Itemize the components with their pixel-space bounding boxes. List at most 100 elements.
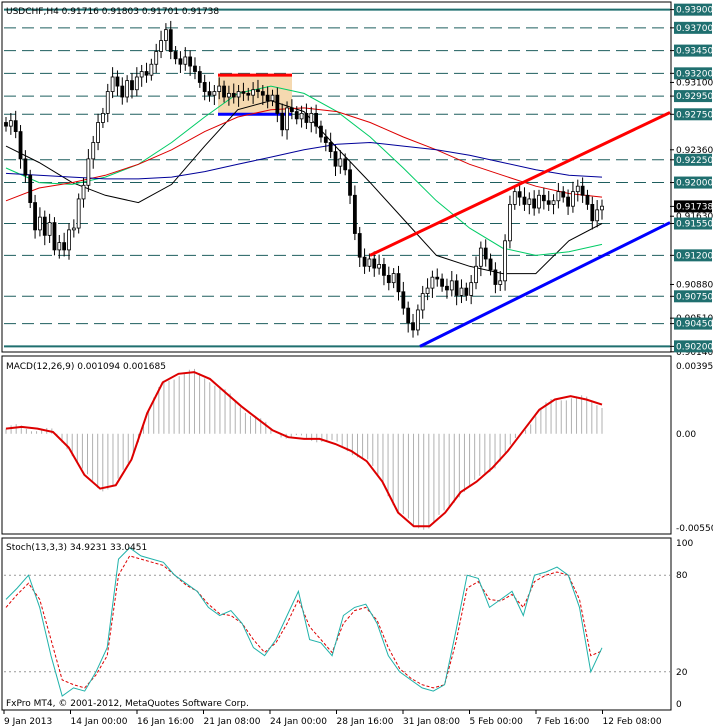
candle-body-5 xyxy=(28,174,33,203)
candle-122 xyxy=(595,200,600,228)
candle-16 xyxy=(81,177,86,208)
macd-axis-label-2: -0.00550 xyxy=(676,524,713,534)
copyright: FxPro MT4, © 2001-2012, MetaQuotes Softw… xyxy=(6,699,249,709)
candle-53 xyxy=(260,84,265,106)
price-label-box-19 xyxy=(674,340,712,353)
price-label-text-10: 0.91738 xyxy=(676,202,713,212)
time-label-3: 21 Jan 08:00 xyxy=(204,717,261,727)
price-label-text-19: 0.90200 xyxy=(676,342,713,352)
candle-body-20 xyxy=(101,112,105,123)
candle-body-2 xyxy=(13,120,18,132)
stoch-main-line xyxy=(5,547,603,697)
candle-106 xyxy=(517,184,522,206)
candle-body-114 xyxy=(556,191,561,202)
candle-4 xyxy=(23,150,28,183)
moving-average-1 xyxy=(5,85,603,256)
time-label-5: 28 Jan 16:00 xyxy=(337,717,394,727)
macd-title: MACD(12,26,9) 0.001094 0.001685 xyxy=(6,362,166,372)
candle-body-82 xyxy=(401,291,406,309)
candle-body-51 xyxy=(251,89,256,96)
price-label-box-10 xyxy=(674,200,712,213)
moving-average-0 xyxy=(5,100,603,275)
candle-28 xyxy=(139,64,144,87)
candle-body-96 xyxy=(469,282,474,296)
candle-97 xyxy=(474,256,478,290)
candle-body-65 xyxy=(319,125,323,138)
candle-body-32 xyxy=(159,40,163,52)
candle-body-12 xyxy=(62,242,67,251)
candle-104 xyxy=(508,195,512,249)
candle-body-81 xyxy=(396,273,401,293)
candle-body-9 xyxy=(47,222,52,236)
candle-20 xyxy=(101,107,105,128)
price-label-text-17: 0.90450 xyxy=(676,320,713,330)
candle-108 xyxy=(527,192,532,215)
price-label-text-18: 0.90140 xyxy=(676,348,713,358)
candle-body-13 xyxy=(67,229,71,251)
candle-body-28 xyxy=(139,71,144,78)
candle-body-122 xyxy=(595,209,600,222)
candle-body-66 xyxy=(323,136,328,143)
price-label-box-15 xyxy=(674,290,712,303)
price-label-text-11: 0.91630 xyxy=(676,212,713,222)
macd-series: 0.003954 0.00 -0.00550 xyxy=(5,362,713,534)
price-label-9: 0.92000 xyxy=(670,176,713,189)
candle-64 xyxy=(314,104,319,134)
price-levels xyxy=(4,8,670,348)
stoch-axis-label-0: 100 xyxy=(676,539,693,549)
candle-body-113 xyxy=(551,200,556,205)
time-label-6: 31 Jan 08:00 xyxy=(403,717,460,727)
candle-40 xyxy=(197,66,202,88)
candles xyxy=(4,20,604,338)
candle-62 xyxy=(304,103,309,130)
candle-body-93 xyxy=(454,280,459,296)
candle-body-58 xyxy=(285,107,289,131)
candle-body-27 xyxy=(134,76,139,91)
price-label-2: 0.93450 xyxy=(670,44,713,57)
candle-body-19 xyxy=(96,122,100,143)
candle-body-30 xyxy=(149,63,154,76)
stoch-series: 100 80 20 0 xyxy=(4,539,693,710)
candle-body-94 xyxy=(459,287,464,296)
candle-10 xyxy=(52,217,57,256)
candle-body-100 xyxy=(488,258,493,271)
candle-body-67 xyxy=(328,142,333,153)
candle-body-33 xyxy=(164,29,168,41)
candle-76 xyxy=(372,251,377,277)
candle-body-24 xyxy=(120,85,125,98)
candle-65 xyxy=(319,120,323,143)
candle-35 xyxy=(173,46,178,65)
time-label-7: 5 Feb 00:00 xyxy=(470,717,524,727)
price-pane xyxy=(1,1,672,353)
candle-109 xyxy=(532,190,537,216)
candle-51 xyxy=(251,82,256,104)
candle-body-46 xyxy=(226,92,231,98)
candle-82 xyxy=(401,281,406,315)
candle-body-48 xyxy=(236,91,241,98)
candle-67 xyxy=(328,132,333,159)
candle-body-97 xyxy=(474,265,478,284)
price-label-8: 0.92250 xyxy=(670,153,713,166)
time-label-0: 9 Jan 2013 xyxy=(4,717,52,727)
candle-49 xyxy=(241,82,246,102)
candle-107 xyxy=(522,187,527,211)
candle-body-107 xyxy=(522,196,527,205)
candle-body-29 xyxy=(144,71,149,76)
candle-27 xyxy=(134,67,139,97)
candle-61 xyxy=(299,105,304,128)
time-label-8: 7 Feb 16:00 xyxy=(536,717,590,727)
candle-body-44 xyxy=(217,85,222,92)
candle-116 xyxy=(566,189,570,215)
candle-body-56 xyxy=(275,94,280,114)
candle-100 xyxy=(488,253,493,276)
macd-axis-label-0: 0.003954 xyxy=(676,362,713,372)
candle-body-91 xyxy=(445,285,449,291)
price-label-4: 0.93100 xyxy=(670,78,713,88)
candle-69 xyxy=(338,150,343,174)
candle-body-3 xyxy=(18,131,23,160)
price-label-text-2: 0.93450 xyxy=(676,47,713,57)
candle-body-102 xyxy=(498,280,503,285)
candle-118 xyxy=(575,179,580,202)
candle-56 xyxy=(275,87,280,123)
candle-body-52 xyxy=(256,89,260,92)
